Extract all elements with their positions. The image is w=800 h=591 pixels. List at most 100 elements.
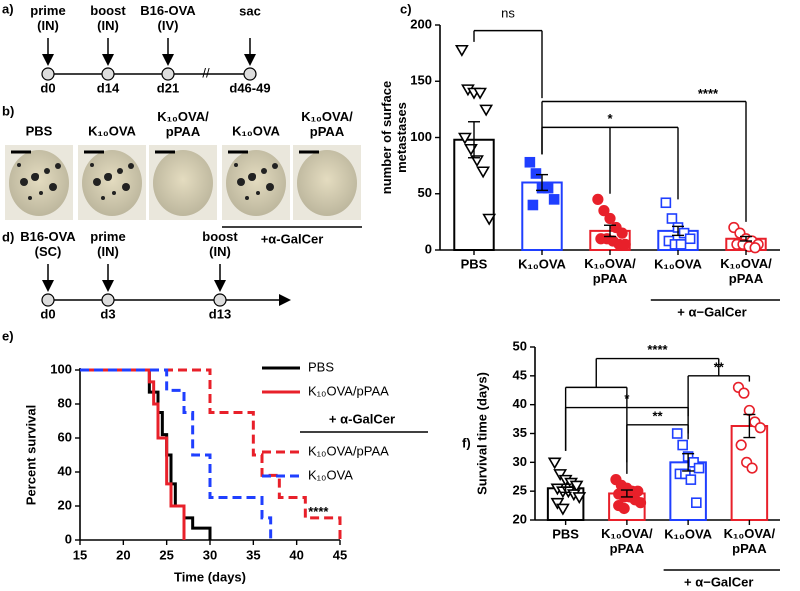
x-tick-label: K₁₀OVA (654, 256, 702, 271)
data-point (548, 194, 560, 205)
group-label: + α−GalCer (677, 304, 746, 319)
event-label: prime (IN) (30, 3, 65, 33)
event-label: B16-OVA (SC) (20, 229, 76, 259)
data-point (479, 104, 494, 117)
metastasis (93, 178, 101, 186)
x-tick-label: K₁₀OVA/pPAA (584, 256, 636, 286)
significance: ns (501, 5, 515, 20)
data-point (476, 166, 490, 179)
significance: ** (652, 408, 663, 423)
group-label: + α−GalCer (684, 574, 753, 589)
x-tick-label: K₁₀OVA/pPAA (601, 526, 653, 556)
timepoint (101, 293, 115, 307)
group-label: K₁₀OVA (232, 123, 280, 138)
panel-label: f) (462, 435, 471, 450)
metastasis (266, 183, 274, 191)
data-point (684, 233, 696, 245)
metastasis (31, 173, 39, 181)
group-label: K₁₀OVA/pPAA (301, 109, 353, 139)
group-label: PBS (26, 123, 53, 138)
significance: * (624, 391, 630, 406)
data-point (634, 497, 647, 509)
data-point (688, 457, 699, 468)
data-point (618, 502, 630, 515)
data-point (473, 87, 487, 100)
significance: ** (714, 359, 725, 374)
metastasis (101, 196, 105, 200)
legend-label: PBS (308, 359, 334, 374)
data-point (691, 497, 702, 509)
metastasis (122, 183, 130, 191)
x-tick-label: 35 (246, 547, 260, 562)
data-point (738, 387, 750, 399)
day-label: d46-49 (229, 80, 270, 95)
y-tick-label: 25 (513, 483, 527, 498)
y-tick-label: 0 (425, 241, 432, 256)
data-point (675, 239, 687, 250)
y-tick-label: 100 (50, 361, 72, 376)
data-point (616, 227, 628, 239)
y-tick-label: 80 (58, 395, 72, 410)
metastasis (256, 191, 260, 195)
data-point (592, 193, 604, 205)
significance: **** (647, 342, 668, 357)
metastasis (234, 163, 238, 167)
panel-label: a) (2, 1, 14, 16)
metastasis (44, 168, 50, 174)
data-point (482, 213, 497, 226)
timepoint (243, 67, 257, 81)
data-point (671, 428, 683, 439)
data-point (693, 462, 705, 474)
data-point (458, 132, 472, 145)
data-point (746, 462, 758, 474)
legend-group: + α-GalCer (329, 411, 395, 426)
data-point (604, 212, 616, 225)
metastasis (49, 183, 57, 191)
x-axis-label: Time (days) (174, 569, 246, 584)
x-tick-label: K₁₀OVA (518, 256, 566, 271)
x-tick-label: 25 (159, 547, 173, 562)
timepoint (101, 67, 115, 81)
panel-label: b) (2, 103, 14, 118)
survival-curve (80, 368, 273, 540)
y-tick-label: 50 (513, 338, 527, 353)
y-axis-label: Survival time (days) (474, 372, 489, 495)
lung (9, 150, 69, 216)
data-point (547, 457, 562, 470)
x-tick-label: 45 (333, 547, 347, 562)
metastasis (17, 163, 21, 167)
panel-label: d) (2, 229, 14, 244)
lung (226, 150, 286, 216)
metastasis (28, 196, 32, 200)
panel-label: e) (2, 328, 14, 343)
data-point (735, 439, 747, 451)
data-point (666, 213, 678, 224)
data-point (569, 480, 584, 493)
data-point (619, 238, 631, 250)
significance: * (607, 111, 613, 126)
y-tick-label: 0 (65, 531, 72, 546)
y-tick-label: 200 (410, 16, 432, 31)
x-tick-label: 40 (289, 547, 303, 562)
x-tick-label: PBS (552, 526, 579, 541)
lung (297, 150, 357, 216)
x-tick-label: PBS (461, 256, 488, 271)
survival-curve (80, 368, 186, 540)
data-point (754, 422, 766, 434)
data-point (553, 469, 568, 481)
event-label: B16-OVA (IV) (140, 3, 196, 33)
group-label: K₁₀OVA/pPAA (157, 109, 209, 139)
y-tick-label: 20 (58, 497, 72, 512)
data-point (542, 182, 554, 194)
data-point (556, 503, 570, 516)
y-tick-label: 150 (410, 73, 432, 88)
metastasis (261, 168, 267, 174)
x-tick-label: 30 (203, 547, 217, 562)
legend-label: K₁₀OVA/pPAA (308, 443, 389, 458)
data-point (677, 439, 688, 451)
panel-label: c) (400, 1, 412, 16)
event-label: boost (IN) (202, 229, 238, 259)
y-tick-label: 40 (58, 463, 72, 478)
metastasis (112, 191, 116, 195)
